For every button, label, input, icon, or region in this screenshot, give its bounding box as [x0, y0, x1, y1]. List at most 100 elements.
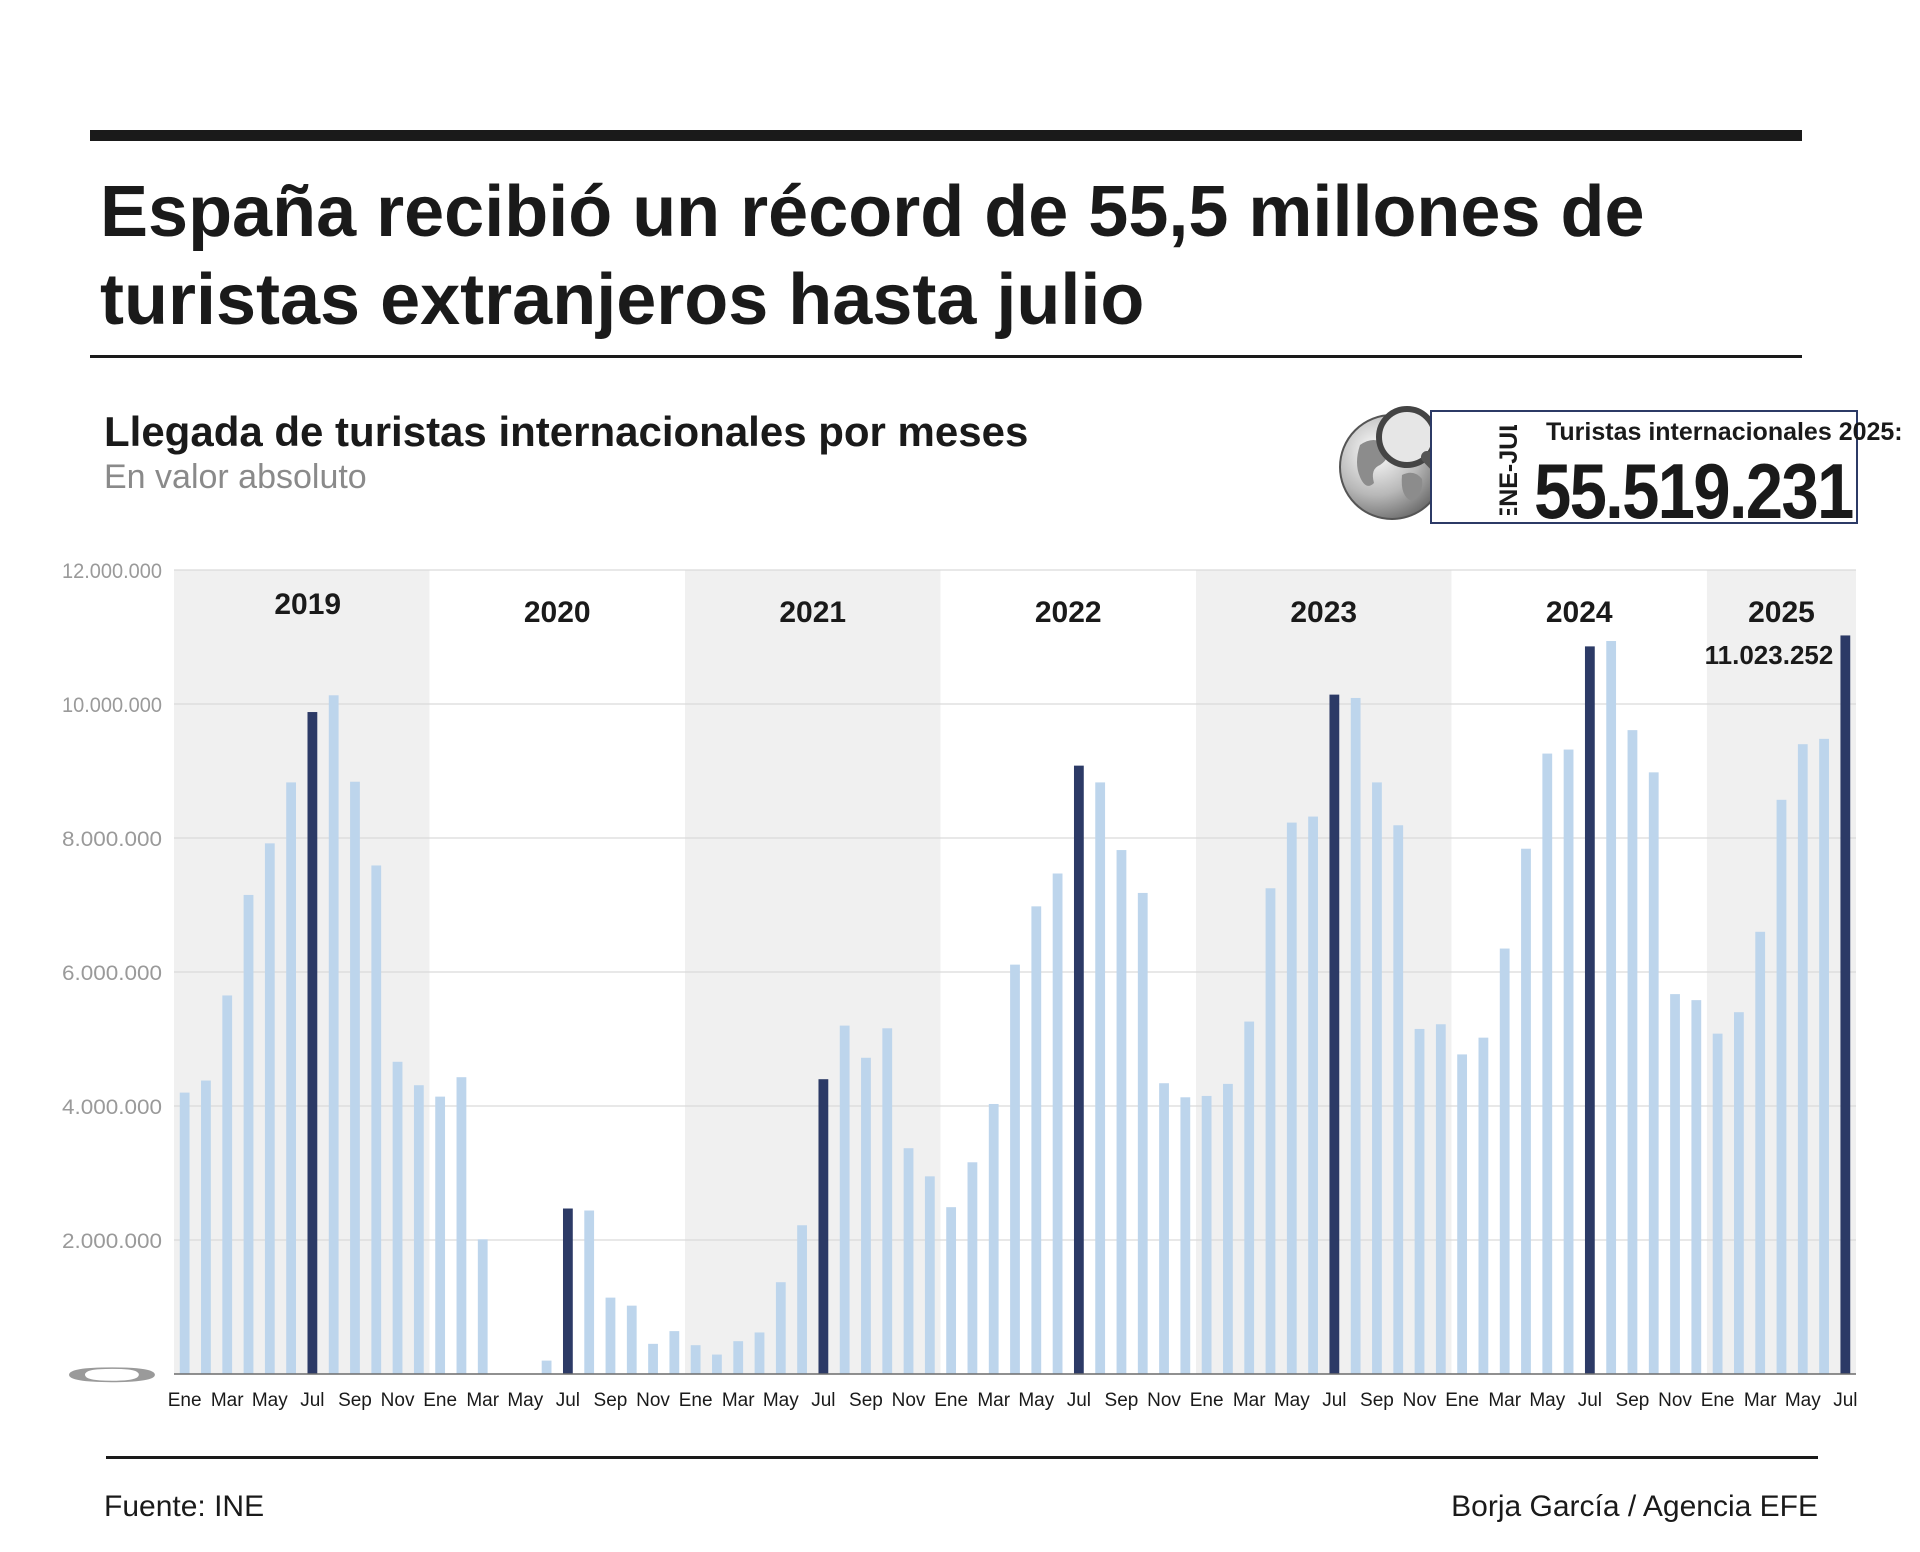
bar — [861, 1057, 871, 1374]
x-tick-label: Mar — [466, 1390, 499, 1411]
year-label-2020: 2020 — [524, 596, 591, 629]
bar — [605, 1297, 616, 1374]
bar — [1457, 1054, 1468, 1374]
bar — [541, 1360, 552, 1374]
year-label-2025: 2025 — [1748, 596, 1815, 629]
bar — [1478, 1037, 1489, 1374]
y-tick-label: 8.000.000 — [62, 828, 162, 851]
bar — [1734, 1012, 1744, 1374]
x-tick-label: Sep — [1360, 1390, 1394, 1411]
x-tick-label: Jul — [1578, 1390, 1602, 1411]
x-tick-label: Nov — [1403, 1390, 1437, 1411]
bar — [562, 1208, 573, 1374]
x-tick-label: May — [507, 1390, 543, 1411]
bar — [1393, 825, 1404, 1374]
x-tick-label: Ene — [423, 1390, 457, 1411]
bar — [754, 1332, 765, 1374]
bar — [1670, 994, 1680, 1374]
x-tick-label: Ene — [934, 1390, 968, 1411]
bar — [1137, 892, 1148, 1374]
bar — [626, 1305, 637, 1374]
x-tick-label: May — [252, 1390, 288, 1411]
bottom-rule — [106, 1456, 1818, 1459]
bar — [243, 894, 254, 1374]
total-callout — [1430, 410, 1858, 524]
bar — [988, 1103, 999, 1374]
bar — [1308, 816, 1318, 1374]
bar — [1201, 1095, 1212, 1374]
x-tick-label: May — [1018, 1390, 1054, 1411]
bar — [1584, 646, 1595, 1374]
bar — [733, 1341, 744, 1374]
x-tick-label: Sep — [1616, 1390, 1650, 1411]
chart-subtitle: Llegada de turistas internacionales por … — [104, 408, 1029, 455]
x-tick-label: Ene — [1190, 1390, 1224, 1411]
bar — [1286, 822, 1297, 1374]
x-tick-label: Mar — [1488, 1390, 1521, 1411]
bar — [712, 1354, 722, 1374]
bar — [648, 1343, 658, 1374]
callout-value: 55.519.231 — [1534, 447, 1854, 535]
y-tick-label: 6.000.000 — [62, 962, 162, 985]
bar — [1414, 1028, 1425, 1374]
bar — [1010, 964, 1020, 1374]
bar — [1180, 1097, 1191, 1374]
data-label: 11.023.252 — [1705, 640, 1834, 670]
bar — [1840, 635, 1851, 1374]
x-tick-label: Sep — [594, 1390, 628, 1411]
bar — [903, 1148, 914, 1374]
bar — [1819, 738, 1829, 1374]
year-label-2023: 2023 — [1290, 596, 1357, 629]
year-label-2022: 2022 — [1035, 596, 1102, 629]
x-tick-label: Mar — [211, 1390, 244, 1411]
bar — [1329, 694, 1340, 1374]
bar — [1776, 799, 1787, 1374]
bar — [690, 1345, 701, 1374]
y-tick-label: 2.000.000 — [62, 1230, 162, 1253]
top-rule — [90, 130, 1802, 141]
x-tick-label: Nov — [381, 1390, 415, 1411]
bar — [456, 1077, 467, 1374]
bar — [797, 1225, 807, 1374]
x-tick-label: May — [1785, 1390, 1821, 1411]
bar — [1797, 744, 1808, 1374]
bar — [179, 1092, 190, 1374]
bar — [1648, 772, 1659, 1374]
bar — [1606, 641, 1617, 1374]
bar — [924, 1176, 935, 1374]
bar — [328, 695, 339, 1374]
bar — [584, 1210, 595, 1374]
bar — [1265, 888, 1276, 1374]
bar — [1499, 948, 1510, 1374]
bar — [1755, 931, 1766, 1374]
bar — [1031, 906, 1042, 1374]
x-tick-label: Mar — [1744, 1390, 1777, 1411]
chart-unit: En valor absoluto — [104, 458, 367, 496]
x-tick-label: May — [763, 1390, 799, 1411]
x-tick-label: Nov — [1658, 1390, 1692, 1411]
bar — [1563, 749, 1574, 1374]
y-tick-label: 0 — [62, 1364, 162, 1387]
page-title: España recibió un récord de 55,5 millone… — [100, 172, 1645, 340]
bar — [946, 1207, 957, 1374]
y-tick-label: 4.000.000 — [62, 1096, 162, 1119]
title-rule — [90, 355, 1802, 358]
x-tick-label: Nov — [892, 1390, 926, 1411]
bar — [1244, 1021, 1255, 1374]
bar — [350, 781, 360, 1374]
bar — [201, 1080, 211, 1374]
bar — [1095, 782, 1106, 1374]
x-tick-label: Jul — [1067, 1390, 1091, 1411]
bar — [669, 1331, 680, 1374]
bar — [1691, 1000, 1702, 1374]
x-tick-label: Ene — [168, 1390, 202, 1411]
bar — [1052, 873, 1063, 1374]
bar — [818, 1079, 829, 1374]
bar — [1627, 730, 1638, 1374]
bar — [1223, 1083, 1233, 1374]
bar — [307, 712, 318, 1374]
bar — [264, 843, 275, 1374]
x-tick-label: Jul — [1833, 1390, 1857, 1411]
credit-note: Borja García / Agencia EFE — [1451, 1490, 1818, 1523]
bar — [1542, 753, 1553, 1374]
